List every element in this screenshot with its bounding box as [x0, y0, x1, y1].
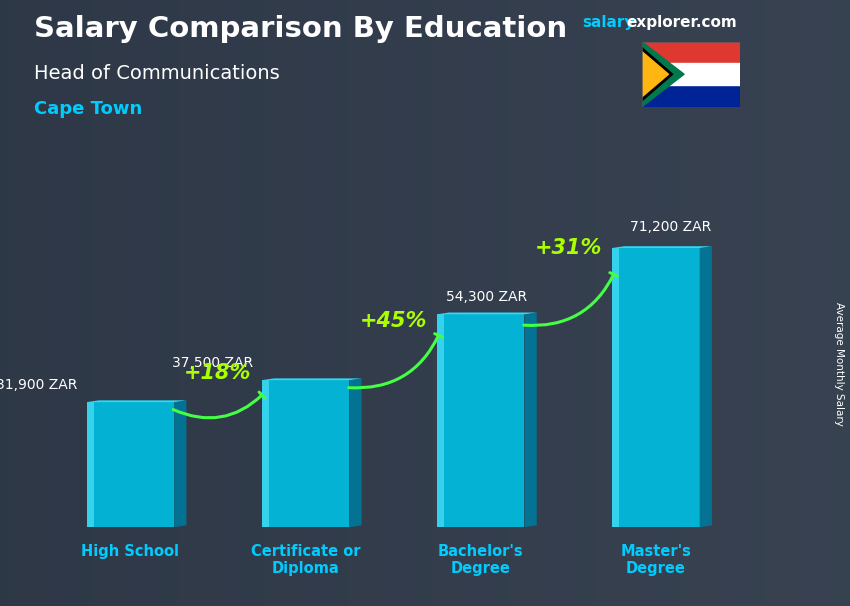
Polygon shape: [87, 401, 186, 402]
Text: Head of Communications: Head of Communications: [34, 64, 280, 82]
Polygon shape: [612, 246, 712, 248]
Text: Salary Comparison By Education: Salary Comparison By Education: [34, 15, 567, 43]
Polygon shape: [524, 313, 536, 527]
Text: +18%: +18%: [184, 363, 252, 383]
Text: salary: salary: [582, 15, 635, 30]
Polygon shape: [437, 315, 444, 527]
Polygon shape: [262, 380, 349, 527]
Polygon shape: [262, 380, 269, 527]
Polygon shape: [174, 401, 186, 527]
Text: +31%: +31%: [535, 238, 602, 258]
Text: Average Monthly Salary: Average Monthly Salary: [834, 302, 844, 425]
Polygon shape: [612, 248, 700, 527]
Polygon shape: [642, 52, 668, 97]
Text: Cape Town: Cape Town: [34, 100, 142, 118]
Bar: [642, 63, 740, 85]
Text: +45%: +45%: [360, 311, 427, 331]
Polygon shape: [87, 402, 94, 527]
Text: 31,900 ZAR: 31,900 ZAR: [0, 378, 78, 392]
Polygon shape: [437, 313, 536, 315]
Polygon shape: [700, 246, 712, 527]
Polygon shape: [612, 248, 619, 527]
Polygon shape: [642, 42, 684, 107]
Text: explorer.com: explorer.com: [626, 15, 737, 30]
Bar: [642, 85, 740, 107]
Text: 37,500 ZAR: 37,500 ZAR: [172, 356, 253, 370]
Bar: [642, 42, 740, 63]
Polygon shape: [642, 47, 672, 101]
Text: 71,200 ZAR: 71,200 ZAR: [630, 221, 711, 235]
Polygon shape: [87, 402, 174, 527]
Polygon shape: [437, 315, 524, 527]
Text: 54,300 ZAR: 54,300 ZAR: [445, 290, 527, 304]
Polygon shape: [262, 378, 361, 380]
Polygon shape: [349, 378, 361, 527]
